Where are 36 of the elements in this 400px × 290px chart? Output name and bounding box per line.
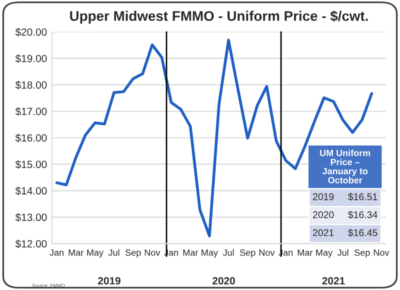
y-tick-label: $12.00: [15, 240, 47, 248]
y-tick-label: $15.00: [15, 160, 47, 169]
text: 2021: [322, 277, 345, 284]
annotation: $16.34: [348, 210, 378, 219]
y-tick-label: $14.00: [15, 186, 47, 196]
x-tick-label: Nov: [259, 249, 275, 256]
y-tick-label: $16.00: [15, 134, 47, 142]
text: 2019: [98, 277, 120, 284]
x-tick-label: May: [316, 249, 332, 258]
x-tick-label: Nov: [144, 249, 160, 256]
text: 2020: [212, 277, 235, 284]
x-tick-label: Sep: [125, 249, 141, 258]
x-tick-label: Sep: [240, 249, 256, 258]
x-tick-label: Jul: [108, 249, 120, 256]
annotation: 2021: [313, 229, 334, 236]
y-tick-label: $20.00: [15, 28, 47, 36]
y-tick-label: $18.00: [15, 80, 47, 90]
annotation: $16.45: [348, 228, 378, 237]
x-tick-label: Jan: [50, 249, 64, 256]
x-tick-label: Mar: [183, 249, 198, 256]
annotation: 2020: [313, 211, 334, 218]
chart-title: Upper Midwest FMMO - Uniform Price - $/cwt.: [70, 10, 368, 24]
y-tick-label: $13.00: [15, 213, 47, 222]
y-tick-label: $19.00: [15, 54, 47, 63]
x-tick-label: Jul: [337, 249, 348, 256]
x-tick-label: Mar: [298, 249, 313, 256]
x-tick-label: Jul: [222, 249, 234, 256]
x-tick-label: Mar: [68, 249, 84, 256]
x-tick-label: May: [202, 249, 218, 258]
annotation: UM Uniform Price – January to October: [320, 150, 370, 184]
x-tick-label: May: [87, 249, 104, 258]
annotation: 2019: [313, 193, 334, 200]
annotation: $16.51: [348, 192, 378, 201]
x-tick-label: Nov: [374, 249, 390, 256]
x-tick-label: Sep: [354, 249, 370, 258]
y-tick-label: $17.00: [15, 107, 47, 116]
